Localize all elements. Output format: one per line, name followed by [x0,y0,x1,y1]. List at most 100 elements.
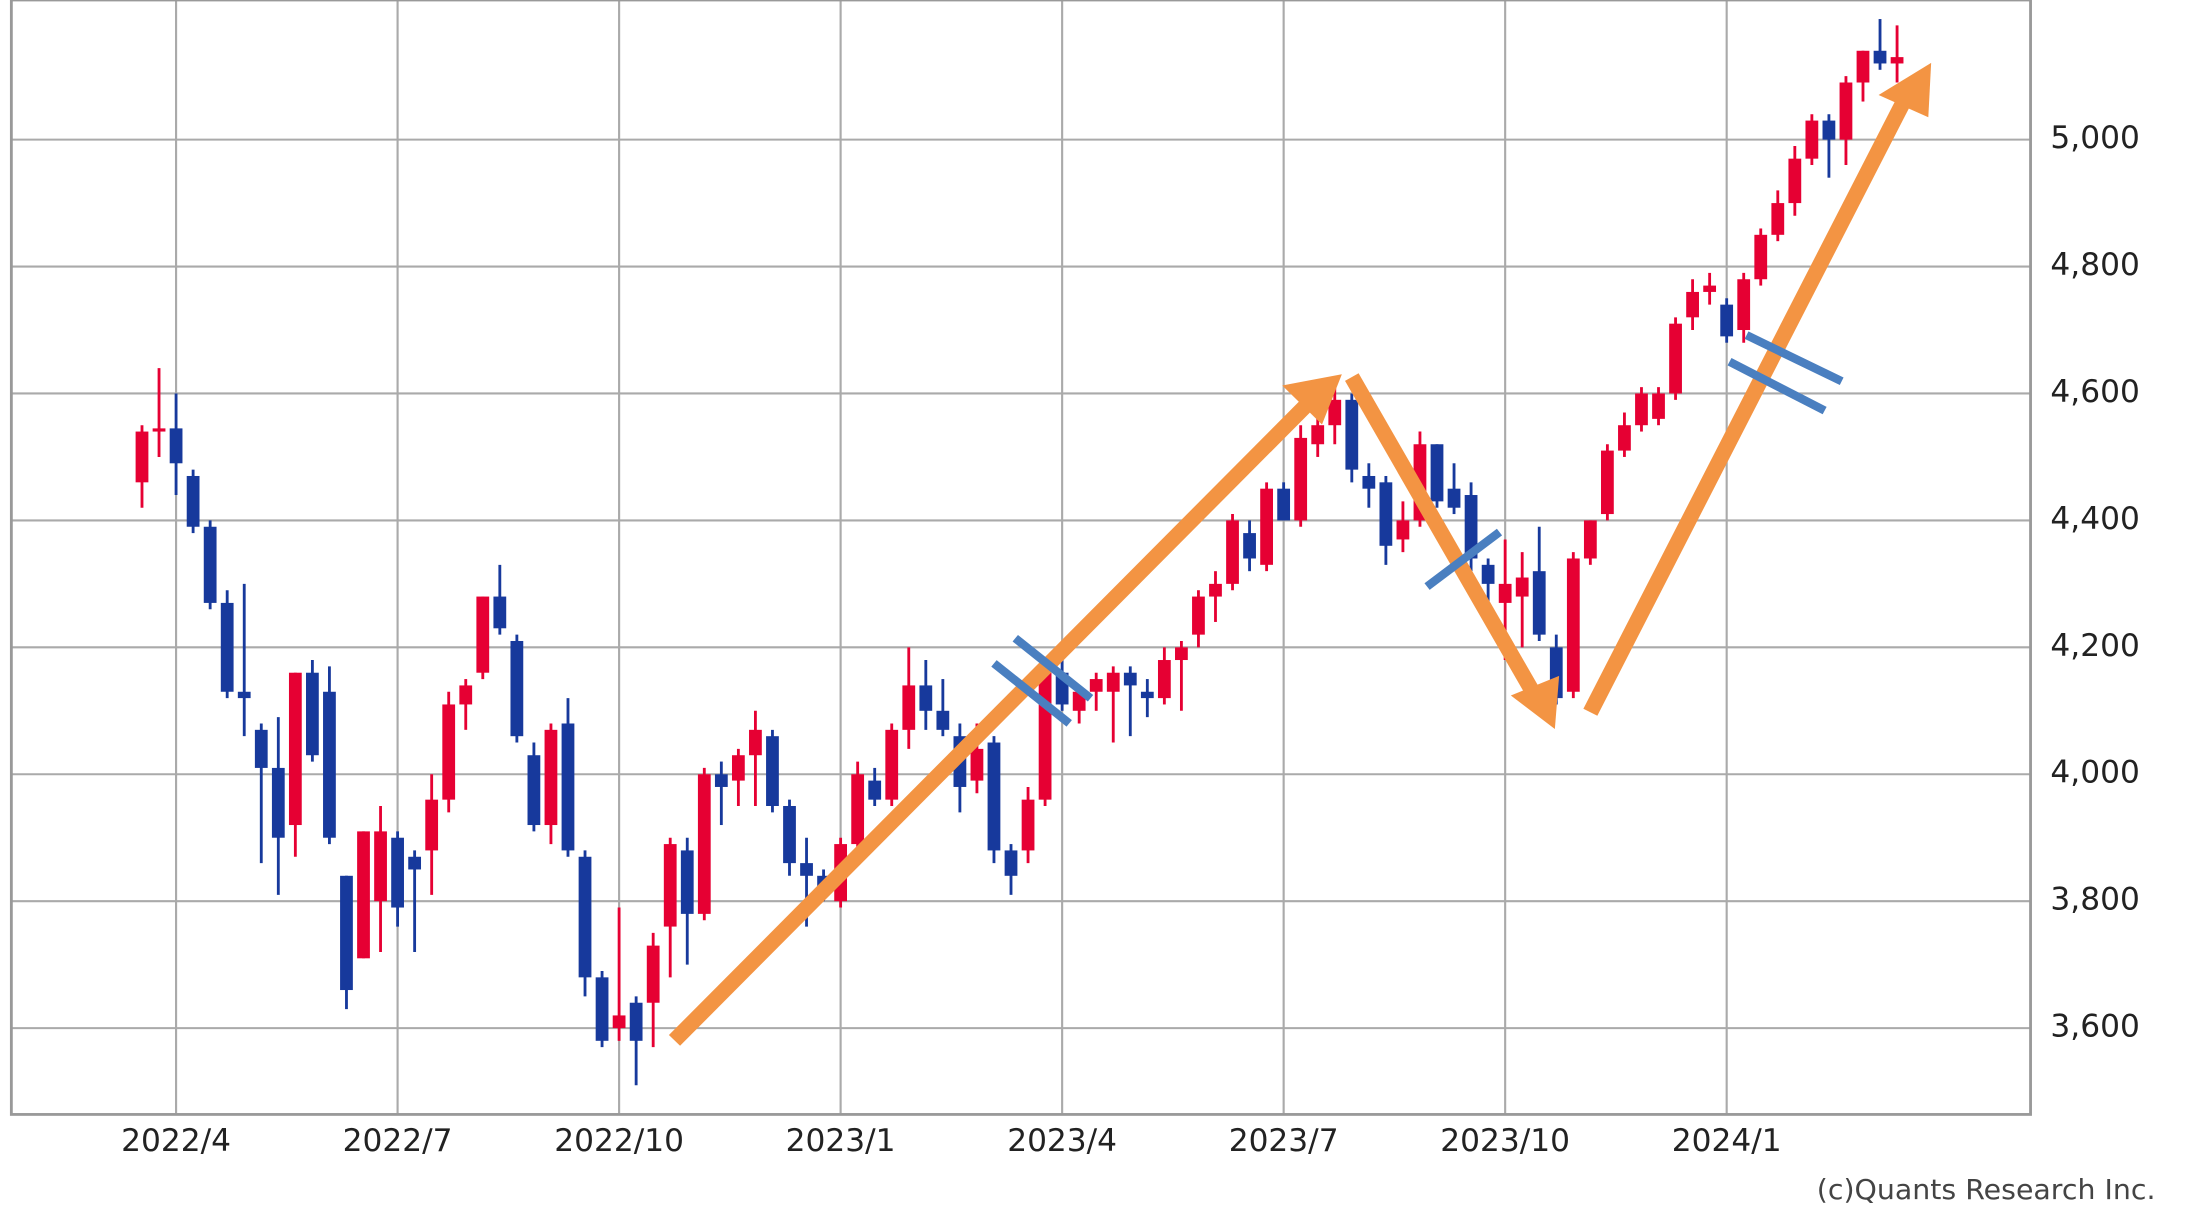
candle-body [1089,679,1103,692]
x-tick-label: 2022/7 [343,1123,453,1159]
candle-body [391,837,404,908]
candle-body [902,685,916,730]
candle-body [306,672,319,756]
candle-body [987,742,1001,851]
break-mark [1744,331,1844,386]
candle-body [1703,285,1717,292]
candle-body [186,475,200,527]
candle-body [1140,691,1154,699]
candle-body [885,729,899,800]
candle-body [1106,672,1120,692]
trend-arrow [1583,94,1913,716]
candle-body [1175,647,1188,661]
candle-body [1498,583,1512,603]
candle-body [288,672,302,826]
candle-body [510,640,524,737]
candle-body [1260,488,1273,565]
candle-body [1464,495,1478,559]
break-mark [991,660,1072,727]
candle-body [1328,399,1342,426]
candle-body [1566,558,1580,692]
candle-body [1123,672,1137,686]
candle-body [152,428,166,432]
candle-body [357,831,370,959]
candle-body [595,977,609,1041]
trend-arrow [668,392,1320,1046]
candle-body [1686,291,1699,318]
candle-body [936,710,950,730]
candle-body [1873,50,1887,64]
candle-body [1430,444,1444,502]
candles [135,19,1904,1086]
candle-body [1038,672,1052,800]
arrow-head [1510,675,1560,729]
x-tick-label: 2022/10 [554,1123,684,1159]
candle-body [1157,660,1171,699]
candle-body [271,767,285,838]
candle-body [1720,304,1734,337]
candle-body [1362,475,1376,489]
candle-body [561,723,575,851]
candle-body [1737,279,1751,331]
candle-body [1805,120,1819,159]
x-tick-label: 2023/10 [1440,1123,1570,1159]
y-tick-label: 3,800 [2050,882,2139,918]
x-tick-label: 2023/1 [786,1123,896,1159]
candle-body [1754,234,1768,280]
credit: (c)Quants Research Inc. [1817,1173,2156,1206]
candle-body [425,799,439,851]
grid [11,0,2031,1115]
candle-body [203,526,217,603]
candle-body [1345,399,1359,470]
candle-body [1294,437,1308,521]
candle-body [851,774,865,845]
candle-body [1669,323,1682,394]
candle-body [731,755,745,781]
arrow-head [1282,374,1342,425]
candle-body [868,780,882,800]
y-tick-label: 4,000 [2050,755,2139,791]
candle-body [1652,393,1665,419]
y-tick-label: 3,600 [2050,1009,2139,1045]
candle-body [646,945,660,1003]
candle-body [1890,57,1904,64]
x-tick-label: 2023/7 [1229,1123,1339,1159]
candle-body [697,774,711,914]
candle-body [1243,533,1256,559]
candle-body [766,736,779,806]
candle-body [1515,577,1529,597]
candle-body [527,755,541,826]
break-mark [1424,528,1503,590]
candle-body [1532,571,1546,635]
trend-arrow [1345,373,1544,703]
plot-frame [9,0,2032,1116]
candle-body [1839,82,1853,140]
x-tick-label: 2022/4 [121,1123,231,1159]
candle-body [714,774,728,787]
candle-body [919,685,933,711]
candle-body [749,729,762,756]
candle-body [493,596,507,629]
candle-body [1379,482,1393,546]
candle-body [1396,520,1410,540]
candle-body [544,729,558,826]
candle-body [1481,564,1495,584]
x-tick-label: 2024/1 [1672,1123,1782,1159]
candle-body [1822,120,1836,140]
candle-body [323,691,336,838]
y-tick-label: 4,200 [2050,628,2139,664]
candle-body [476,596,490,673]
candle-body [237,691,251,699]
candle-body [783,805,796,864]
candle-body [1226,520,1239,584]
candle-body [1771,203,1785,235]
candle-body [1277,488,1291,521]
candle-body [663,844,677,927]
candle-body [1856,50,1870,83]
y-tick-label: 5,000 [2050,120,2139,156]
candle-body [1192,596,1205,635]
candle-body [1618,425,1631,451]
candle-body [408,856,422,870]
candle-body [1021,799,1035,851]
